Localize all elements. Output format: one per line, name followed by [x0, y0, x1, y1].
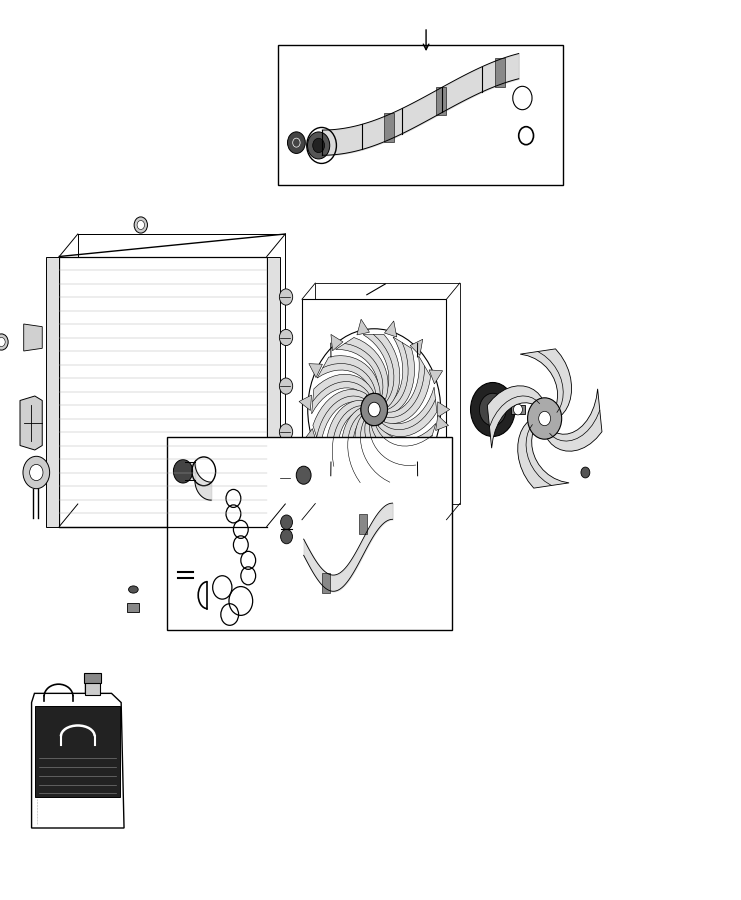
Circle shape [471, 382, 515, 436]
Circle shape [0, 338, 5, 346]
Circle shape [313, 139, 325, 153]
Bar [495, 58, 505, 86]
Polygon shape [326, 400, 362, 474]
Polygon shape [429, 370, 442, 384]
Polygon shape [388, 337, 414, 415]
Circle shape [539, 411, 551, 426]
Circle shape [23, 456, 50, 489]
Bar [84, 680, 100, 695]
Polygon shape [438, 401, 450, 418]
Polygon shape [267, 256, 280, 526]
Polygon shape [410, 339, 422, 356]
Polygon shape [378, 387, 437, 436]
Polygon shape [545, 389, 602, 451]
Polygon shape [317, 356, 380, 394]
Polygon shape [385, 321, 396, 337]
Polygon shape [436, 415, 448, 430]
Polygon shape [59, 256, 267, 526]
Circle shape [134, 217, 147, 233]
Bar [436, 86, 446, 115]
Circle shape [528, 398, 562, 439]
Polygon shape [299, 395, 311, 410]
Circle shape [0, 334, 8, 350]
Circle shape [361, 393, 388, 426]
Circle shape [581, 467, 590, 478]
Polygon shape [373, 486, 386, 500]
Circle shape [30, 464, 43, 481]
Bar [84, 673, 101, 682]
Polygon shape [384, 356, 431, 424]
Circle shape [279, 378, 293, 394]
Polygon shape [336, 338, 388, 400]
Circle shape [479, 393, 506, 426]
Polygon shape [371, 423, 436, 454]
Polygon shape [400, 472, 412, 489]
Circle shape [288, 132, 305, 153]
Circle shape [279, 424, 293, 440]
Polygon shape [355, 416, 400, 485]
Bar [127, 603, 139, 612]
Circle shape [281, 529, 293, 544]
Bar [322, 573, 330, 593]
Polygon shape [518, 419, 569, 488]
Circle shape [279, 329, 293, 346]
Bar [278, 45, 563, 184]
Circle shape [308, 132, 330, 159]
Ellipse shape [129, 586, 138, 593]
Bar [384, 113, 394, 142]
Polygon shape [357, 320, 370, 335]
Polygon shape [32, 681, 124, 828]
Circle shape [514, 404, 522, 415]
Circle shape [296, 466, 311, 484]
Circle shape [137, 220, 144, 230]
Polygon shape [78, 234, 285, 504]
Bar [359, 514, 367, 534]
Circle shape [173, 460, 193, 483]
Polygon shape [363, 334, 400, 407]
Bar [36, 706, 120, 797]
Polygon shape [302, 299, 446, 519]
Polygon shape [422, 447, 436, 462]
Polygon shape [46, 256, 59, 526]
Circle shape [279, 470, 293, 486]
Polygon shape [321, 459, 333, 474]
Polygon shape [309, 364, 322, 378]
Polygon shape [24, 324, 42, 351]
Polygon shape [331, 335, 343, 351]
Bar [511, 405, 525, 414]
Polygon shape [342, 408, 370, 485]
Circle shape [308, 328, 441, 491]
Polygon shape [488, 386, 544, 448]
Polygon shape [520, 349, 571, 418]
Polygon shape [313, 390, 368, 449]
Polygon shape [303, 428, 316, 443]
Circle shape [279, 289, 293, 305]
Circle shape [368, 402, 380, 417]
Circle shape [281, 515, 293, 529]
Polygon shape [312, 374, 373, 414]
Polygon shape [347, 480, 359, 496]
Polygon shape [316, 283, 459, 503]
Polygon shape [20, 396, 42, 450]
Polygon shape [365, 423, 423, 473]
Bar [167, 436, 452, 630]
